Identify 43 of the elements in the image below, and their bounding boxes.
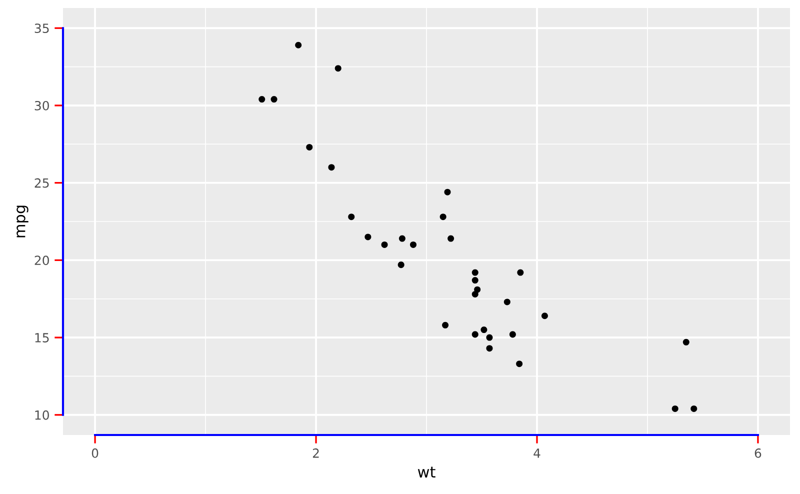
point — [348, 214, 355, 220]
x-tick-label: 6 — [754, 448, 762, 458]
point — [672, 405, 678, 412]
point — [442, 322, 449, 328]
point — [690, 405, 698, 412]
point — [541, 312, 548, 320]
y-tick-label: 35 — [34, 24, 49, 34]
point — [472, 290, 478, 298]
point — [516, 360, 523, 368]
y-tick-label: 15 — [35, 333, 49, 342]
point — [364, 234, 372, 240]
point — [682, 338, 690, 346]
point — [444, 188, 451, 196]
point — [448, 235, 454, 242]
point — [472, 277, 478, 284]
x-tick-label: 2 — [312, 448, 319, 458]
point — [517, 269, 524, 276]
point — [381, 241, 388, 248]
point — [440, 214, 446, 220]
point — [334, 65, 342, 72]
y-tick-label: 25 — [34, 178, 49, 188]
y-tick-label: 10 — [35, 410, 49, 420]
point — [270, 96, 278, 103]
y-axis-title: mpg — [16, 206, 28, 238]
point — [486, 334, 493, 341]
x-axis-title: wt — [418, 466, 436, 478]
point — [480, 326, 488, 334]
point — [472, 269, 478, 276]
x-tick-label: 4 — [534, 448, 540, 458]
point — [410, 241, 416, 248]
point — [295, 42, 302, 48]
point — [398, 235, 406, 242]
point — [328, 164, 335, 171]
point — [472, 331, 478, 338]
point — [398, 262, 404, 268]
point — [306, 144, 313, 150]
point — [504, 298, 510, 306]
point — [486, 345, 493, 352]
point — [258, 96, 266, 103]
y-tick-label: 20 — [34, 256, 49, 266]
y-tick-label: 30 — [34, 100, 49, 110]
x-tick-label: 0 — [92, 448, 98, 458]
point — [509, 331, 516, 338]
